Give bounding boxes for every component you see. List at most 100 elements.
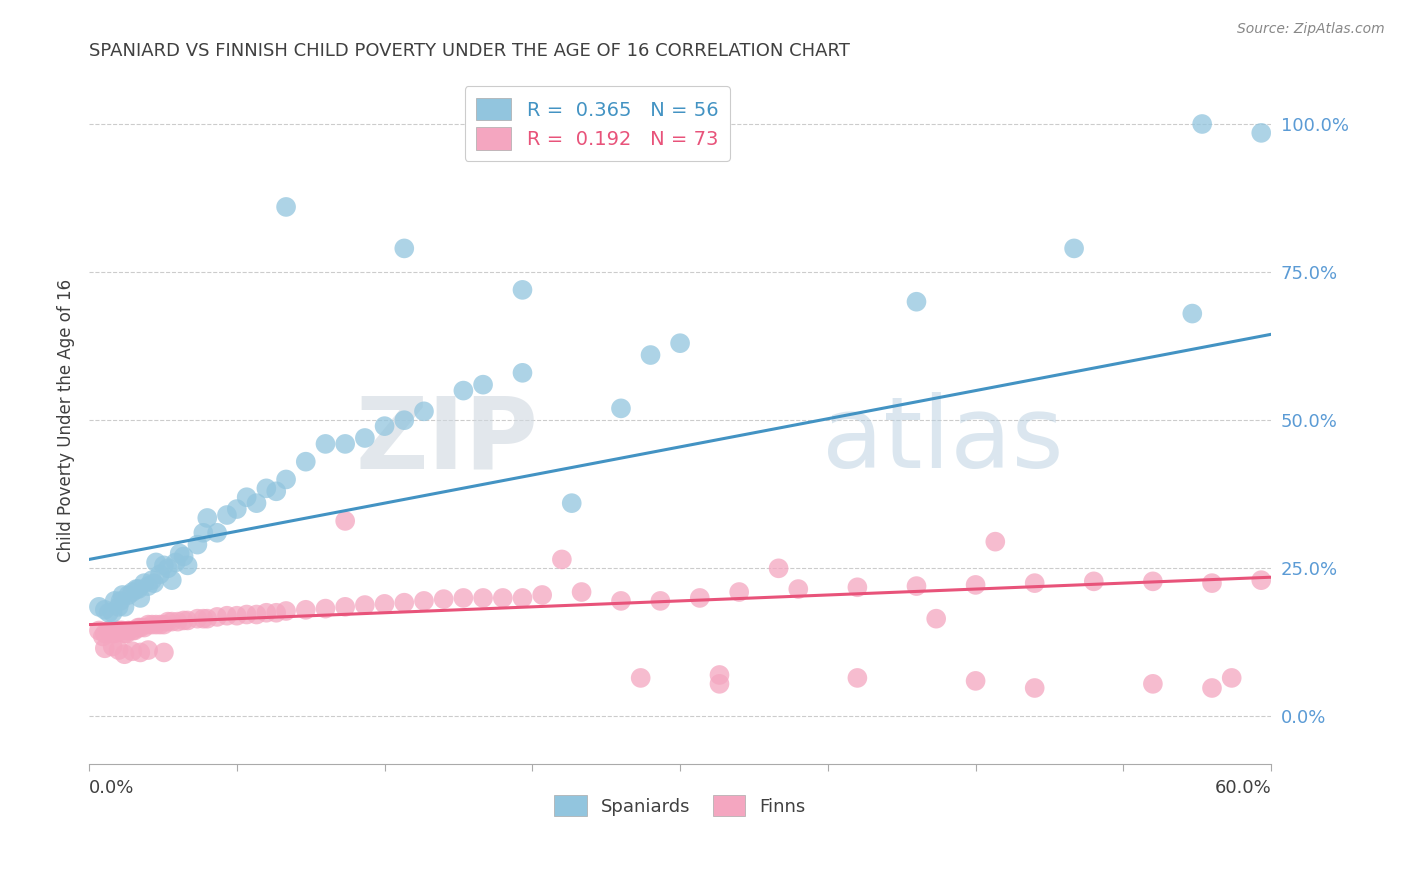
Point — [97, 606, 120, 620]
Point — [1250, 126, 1272, 140]
Point — [413, 594, 436, 608]
Point — [114, 647, 136, 661]
Point — [610, 594, 633, 608]
Point — [114, 599, 136, 614]
Point — [94, 603, 117, 617]
Point — [571, 585, 593, 599]
Point — [1181, 307, 1204, 321]
Point — [374, 597, 396, 611]
Point — [354, 431, 377, 445]
Point — [153, 558, 176, 573]
Point — [121, 644, 143, 658]
Point — [145, 555, 167, 569]
Point — [136, 617, 159, 632]
Point — [121, 624, 143, 638]
Point — [117, 624, 139, 638]
Point — [335, 599, 357, 614]
Text: ZIP: ZIP — [356, 392, 538, 490]
Point — [1220, 671, 1243, 685]
Point — [145, 617, 167, 632]
Point — [492, 591, 515, 605]
Point — [97, 624, 120, 638]
Point — [205, 610, 228, 624]
Point — [107, 643, 129, 657]
Point — [127, 621, 149, 635]
Point — [87, 599, 110, 614]
Point — [160, 573, 183, 587]
Point — [531, 588, 554, 602]
Point — [925, 612, 948, 626]
Point — [124, 624, 146, 638]
Point — [129, 591, 152, 605]
Point — [215, 608, 238, 623]
Point — [669, 336, 692, 351]
Point — [453, 591, 475, 605]
Point — [215, 508, 238, 522]
Point — [143, 576, 166, 591]
Point — [294, 603, 316, 617]
Point — [134, 576, 156, 591]
Point — [136, 579, 159, 593]
Point — [235, 490, 257, 504]
Point — [984, 534, 1007, 549]
Point — [689, 591, 711, 605]
Point — [709, 668, 731, 682]
Point — [104, 626, 127, 640]
Point — [87, 624, 110, 638]
Point — [354, 598, 377, 612]
Point — [314, 601, 336, 615]
Point — [254, 481, 277, 495]
Point — [1063, 241, 1085, 255]
Point — [846, 671, 869, 685]
Point — [561, 496, 583, 510]
Point — [650, 594, 672, 608]
Text: 0.0%: 0.0% — [89, 779, 135, 797]
Text: atlas: atlas — [823, 392, 1063, 490]
Point — [1142, 574, 1164, 589]
Point — [610, 401, 633, 416]
Point — [156, 561, 179, 575]
Text: SPANIARD VS FINNISH CHILD POVERTY UNDER THE AGE OF 16 CORRELATION CHART: SPANIARD VS FINNISH CHILD POVERTY UNDER … — [89, 42, 851, 60]
Point — [274, 604, 297, 618]
Point — [114, 626, 136, 640]
Point — [905, 579, 928, 593]
Point — [165, 555, 187, 569]
Legend: Spaniards, Finns: Spaniards, Finns — [547, 789, 813, 823]
Point — [335, 514, 357, 528]
Point — [264, 606, 287, 620]
Point — [160, 615, 183, 629]
Point — [127, 582, 149, 596]
Point — [245, 496, 267, 510]
Point — [136, 643, 159, 657]
Point — [91, 630, 114, 644]
Point — [117, 588, 139, 602]
Point — [101, 640, 124, 654]
Point — [166, 615, 188, 629]
Point — [905, 294, 928, 309]
Point — [413, 404, 436, 418]
Point — [107, 624, 129, 638]
Point — [111, 624, 134, 638]
Point — [846, 580, 869, 594]
Point — [156, 615, 179, 629]
Point — [1191, 117, 1213, 131]
Point — [254, 606, 277, 620]
Point — [149, 567, 172, 582]
Point — [134, 621, 156, 635]
Point — [169, 547, 191, 561]
Point — [121, 585, 143, 599]
Point — [104, 594, 127, 608]
Point — [394, 596, 416, 610]
Point — [453, 384, 475, 398]
Point — [101, 626, 124, 640]
Point — [274, 200, 297, 214]
Point — [274, 473, 297, 487]
Point — [335, 437, 357, 451]
Point — [105, 624, 128, 638]
Point — [512, 591, 534, 605]
Point — [433, 592, 456, 607]
Point — [965, 578, 987, 592]
Point — [374, 419, 396, 434]
Point — [245, 607, 267, 622]
Point — [107, 599, 129, 614]
